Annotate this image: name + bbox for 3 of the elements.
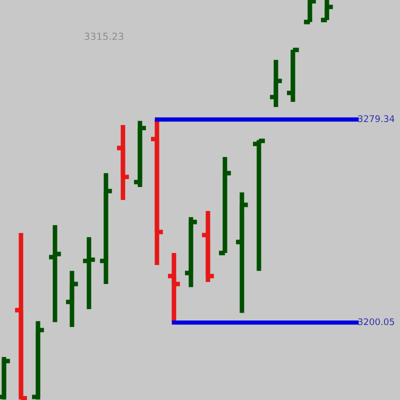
ref-line-label: 3200.05 [358,318,394,326]
annotation: 3315.23 [84,32,124,40]
ref-line-label: 3279.34 [358,115,394,122]
